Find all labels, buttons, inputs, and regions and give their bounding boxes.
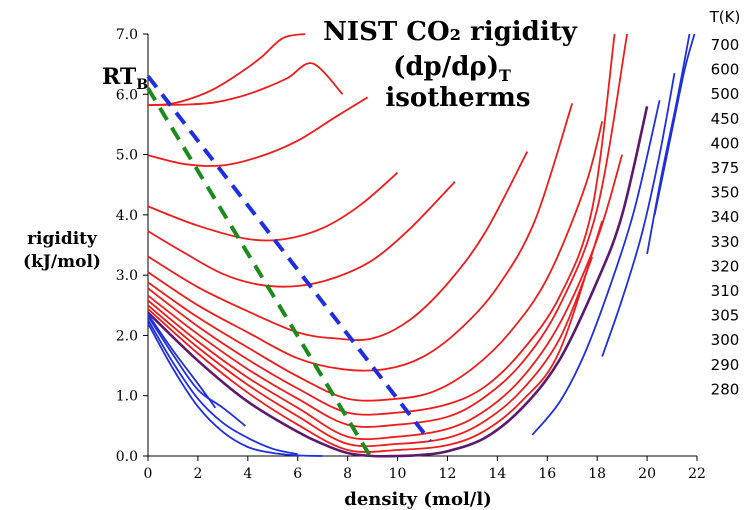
isotherm-line-supercritical: [147, 62, 344, 106]
isotherm-line-supercritical: [147, 154, 623, 441]
y-axis-label-line-2: (kJ/mol): [23, 252, 101, 272]
x-tick-label: 0: [144, 466, 153, 482]
x-tick-label: 4: [243, 466, 252, 482]
y-axis-label-line-1: rigidity: [27, 229, 98, 249]
temperature-label: 600: [711, 61, 740, 79]
x-tick-label: 16: [538, 466, 556, 482]
isotherm-line-subcritical: [147, 315, 246, 427]
temperature-label: 320: [711, 257, 740, 275]
chart-title-line-3: isotherms: [385, 83, 530, 113]
x-tick-label: 10: [389, 466, 407, 482]
isotherm-line-supercritical: [147, 103, 574, 372]
x-tick-label: 20: [638, 466, 656, 482]
isotherm-line-supercritical: [147, 121, 604, 402]
x-tick-label: 14: [488, 466, 506, 482]
x-tick-label: 12: [439, 466, 457, 482]
x-tick-label: 6: [293, 466, 302, 482]
temperature-label: 450: [711, 110, 740, 128]
isotherm-line-supercritical: [147, 151, 529, 341]
zeno-dashed-line: [146, 87, 372, 458]
temperature-label: 290: [711, 356, 740, 374]
chart-title: NIST CO₂ rigidity: [323, 17, 578, 47]
rtb-label: RTB: [102, 64, 148, 93]
boyle-dashed-line: [146, 74, 432, 443]
isotherm-line-supercritical: [147, 256, 594, 448]
isotherm-line-subcritical: [531, 100, 661, 436]
isotherm-line-subcritical: [147, 322, 323, 457]
temperature-label: 330: [711, 233, 740, 251]
isotherm-line-supercritical: [147, 96, 369, 167]
y-tick-label: 2.0: [116, 328, 138, 344]
temperature-label: 350: [711, 184, 740, 202]
temperature-label: 310: [711, 282, 740, 300]
x-axis-label: density (mol/l): [344, 489, 491, 510]
temperature-label: 700: [711, 36, 740, 54]
isotherm-line-subcritical: [601, 73, 676, 357]
y-tick-label: 0.0: [116, 449, 138, 465]
temperature-label: 500: [711, 85, 740, 103]
x-tick-label: 2: [193, 466, 202, 482]
x-tick-label: 18: [588, 466, 606, 482]
temperature-label: 280: [711, 380, 740, 398]
y-tick-label: 4.0: [116, 208, 138, 224]
isotherm-line-critical: [147, 106, 649, 458]
temperature-label: 400: [711, 134, 740, 152]
x-tick-label: 8: [343, 466, 352, 482]
isotherm-line-supercritical: [147, 33, 616, 416]
temperature-label: 340: [711, 208, 740, 226]
isotherm-line-supercritical: [147, 181, 456, 288]
series-layer: [146, 33, 696, 458]
isotherm-line-supercritical: [147, 33, 306, 106]
tick-labels: 0 2 4 6 8 10 12 14 16 18 20 22 0.0 1.0 2.0 3.0 4.0 5.0 6.0…: [116, 27, 706, 482]
isotherm-line-supercritical: [147, 33, 628, 428]
y-tick-label: 5.0: [116, 148, 138, 164]
y-tick-label: 1.0: [116, 389, 138, 405]
isotherm-line-supercritical: [147, 220, 604, 453]
y-tick-label: 7.0: [116, 27, 138, 43]
temperature-label: 300: [711, 331, 740, 349]
chart-title-line-2: (dp/dρ)T: [393, 52, 511, 85]
temperature-labels: 700 600 500 450 400 375 350 340 330 320 310 305 300 2…: [711, 36, 740, 398]
y-tick-label: 6.0: [116, 87, 138, 103]
x-tick-label: 22: [688, 466, 706, 482]
isotherm-line-subcritical: [147, 319, 298, 456]
temperature-header: T(K): [709, 8, 741, 26]
isotherm-line-subcritical: [646, 33, 691, 255]
y-tick-label: 3.0: [116, 268, 138, 284]
isotherm-line-supercritical: [147, 172, 399, 242]
isotherm-line-subcritical: [653, 33, 696, 216]
temperature-label: 305: [711, 307, 740, 325]
temperature-label: 375: [711, 159, 740, 177]
